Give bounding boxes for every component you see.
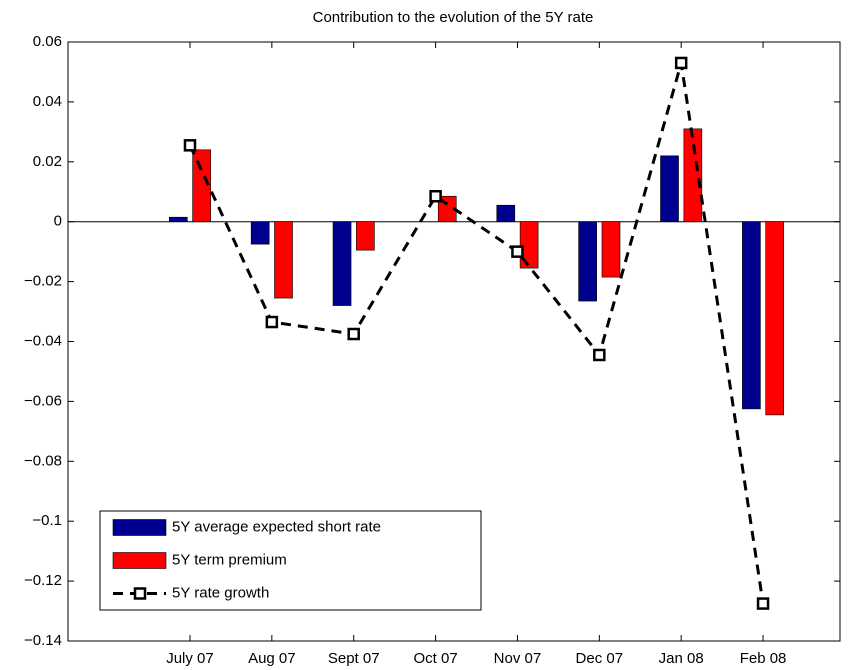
- y-tick-label: 0: [54, 213, 62, 230]
- x-tick-label: Oct 07: [413, 650, 457, 667]
- legend-swatch: [112, 519, 167, 536]
- y-tick-label: −0.14: [24, 632, 62, 649]
- y-tick-label: 0.02: [33, 153, 62, 170]
- x-tick-label: Sept 07: [328, 650, 380, 667]
- marker: [429, 189, 442, 203]
- x-tick-label: Feb 08: [740, 650, 787, 667]
- legend-label: 5Y rate growth: [172, 584, 269, 601]
- bar: [169, 216, 188, 223]
- bar: [356, 221, 375, 251]
- bar: [519, 221, 539, 269]
- marker: [183, 139, 197, 152]
- x-tick-label: Nov 07: [494, 650, 542, 667]
- x-tick-label: July 07: [166, 650, 214, 667]
- bar: [683, 128, 703, 222]
- chart-title: Contribution to the evolution of the 5Y …: [313, 9, 594, 26]
- marker: [674, 56, 688, 70]
- bar: [192, 149, 211, 223]
- bar: [274, 221, 293, 299]
- x-tick-label: Dec 07: [576, 650, 624, 667]
- marker: [347, 327, 360, 341]
- bar: [660, 155, 679, 222]
- legend-label: 5Y term premium: [172, 551, 287, 568]
- marker: [593, 348, 606, 362]
- bar: [578, 221, 597, 302]
- line: [188, 62, 765, 604]
- y-tick-label: −0.1: [32, 512, 62, 529]
- y-tick-label: −0.02: [24, 273, 62, 290]
- y-tick-label: −0.08: [24, 452, 62, 469]
- bar: [332, 221, 352, 306]
- bar: [250, 221, 270, 245]
- x-tick-label: Aug 07: [248, 650, 296, 667]
- y-tick-label: 0.04: [33, 93, 62, 110]
- marker: [756, 597, 770, 610]
- y-tick-label: −0.04: [24, 332, 62, 349]
- bar: [765, 221, 785, 416]
- y-tick-label: 0.06: [33, 33, 62, 50]
- legend-marker: [133, 587, 147, 600]
- x-tick-label: Jan 08: [659, 650, 704, 667]
- y-tick-label: −0.12: [24, 572, 62, 589]
- plot-frame: [67, 41, 841, 642]
- bar: [742, 221, 761, 410]
- legend-label: 5Y average expected short rate: [172, 518, 381, 535]
- y-tick-label: −0.06: [24, 392, 62, 409]
- marker: [511, 245, 524, 258]
- marker: [265, 315, 279, 329]
- legend-swatch: [112, 552, 167, 569]
- bar: [496, 204, 516, 222]
- bar: [601, 221, 621, 278]
